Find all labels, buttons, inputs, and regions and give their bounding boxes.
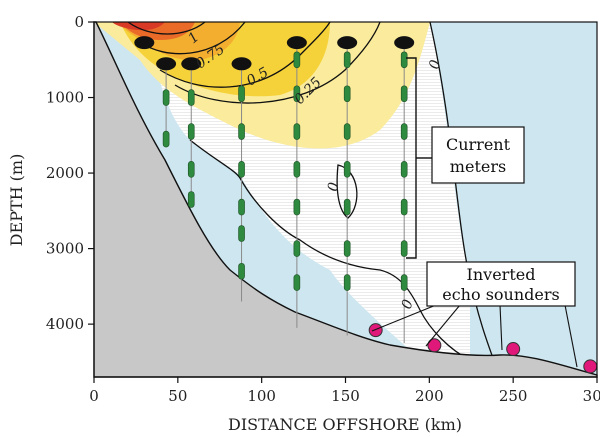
y-tick-label: 2000	[46, 164, 84, 182]
current-meter	[238, 225, 245, 242]
current-meter	[187, 160, 195, 178]
current-meter	[343, 51, 351, 69]
current-meter	[293, 85, 301, 103]
mooring-float	[394, 36, 415, 50]
current-meter	[400, 51, 408, 69]
contour-0-5	[159, 22, 331, 88]
contour-0-25	[174, 22, 381, 104]
ies-box	[426, 261, 576, 307]
current-meter	[293, 51, 301, 69]
inverted-echo-sounder	[506, 342, 521, 357]
current-meters-label-1: Current	[446, 135, 511, 154]
x-tick-label: 200	[415, 387, 444, 405]
contour-1	[127, 22, 206, 35]
current-meter	[343, 123, 351, 140]
mooring-float	[181, 57, 202, 71]
current-meter	[343, 274, 351, 291]
y-axis-title: DEPTH (m)	[7, 154, 26, 247]
mooring-group	[134, 36, 415, 344]
current-meters-label-2: meters	[450, 157, 506, 176]
current-meter	[187, 89, 195, 106]
x-tick-label: 250	[499, 387, 528, 405]
y-axis-ticks: 0 1000 2000 3000 4000	[46, 13, 94, 333]
mooring-float	[156, 57, 177, 71]
x-tick-label: 150	[331, 387, 360, 405]
current-meter	[293, 160, 301, 178]
x-axis-ticks: 0 50 100 150 200 250 300	[89, 377, 600, 405]
current-meter	[293, 198, 301, 216]
y-tick-label: 4000	[46, 315, 84, 333]
current-meter	[343, 160, 351, 178]
current-meter	[293, 274, 301, 291]
current-meter	[400, 85, 408, 103]
ies-leader-4	[564, 304, 578, 368]
current-meter	[238, 85, 245, 103]
y-tick-label: 1000	[46, 89, 84, 107]
inverted-echo-sounder	[583, 359, 598, 374]
current-meter	[343, 85, 351, 103]
velocity-section	[94, 22, 561, 377]
current-meter	[238, 198, 245, 216]
band-core	[94, 22, 165, 31]
ies-leader-3	[499, 304, 503, 351]
current-meter	[238, 160, 245, 178]
current-meter	[238, 262, 245, 280]
mooring-float	[134, 36, 155, 50]
seafloor	[93, 21, 598, 378]
current-meter	[400, 274, 408, 291]
y-tick-label: 0	[74, 13, 84, 31]
current-meter	[293, 123, 301, 140]
current-meter	[400, 240, 408, 257]
inverted-echo-sounder	[368, 323, 383, 338]
ies-label-2: echo sounders	[442, 285, 559, 304]
current-meter	[400, 198, 408, 216]
mooring-float	[286, 36, 307, 50]
x-tick-label: 0	[89, 387, 99, 405]
contour-0-closed	[336, 164, 358, 219]
current-meter	[293, 240, 301, 257]
contour-label-0-right: 0	[426, 58, 444, 71]
x-axis-title: DISTANCE OFFSHORE (km)	[228, 415, 462, 434]
current-meter	[400, 160, 408, 178]
ies-label-1: Inverted	[467, 265, 536, 284]
current-meter	[162, 89, 170, 106]
current-meter	[400, 123, 408, 140]
current-meter	[162, 130, 170, 148]
y-tick-label: 3000	[46, 240, 84, 258]
current-meters-box	[431, 126, 525, 184]
contour-label-0-closed: 0	[325, 181, 342, 193]
current-meter	[238, 123, 245, 140]
inverted-echo-sounder	[427, 338, 442, 353]
contour-0-outer	[429, 22, 501, 377]
current-meter	[187, 191, 195, 208]
x-tick-label: 50	[168, 387, 187, 405]
mooring-float	[231, 57, 252, 71]
ies-leader-2	[425, 304, 461, 347]
current-meter	[343, 198, 351, 216]
mooring-float	[337, 36, 358, 50]
x-tick-label: 300	[583, 387, 600, 405]
current-meter	[187, 123, 195, 140]
x-tick-label: 100	[247, 387, 276, 405]
current-meter	[343, 240, 351, 257]
ies-leader-1	[371, 304, 437, 332]
